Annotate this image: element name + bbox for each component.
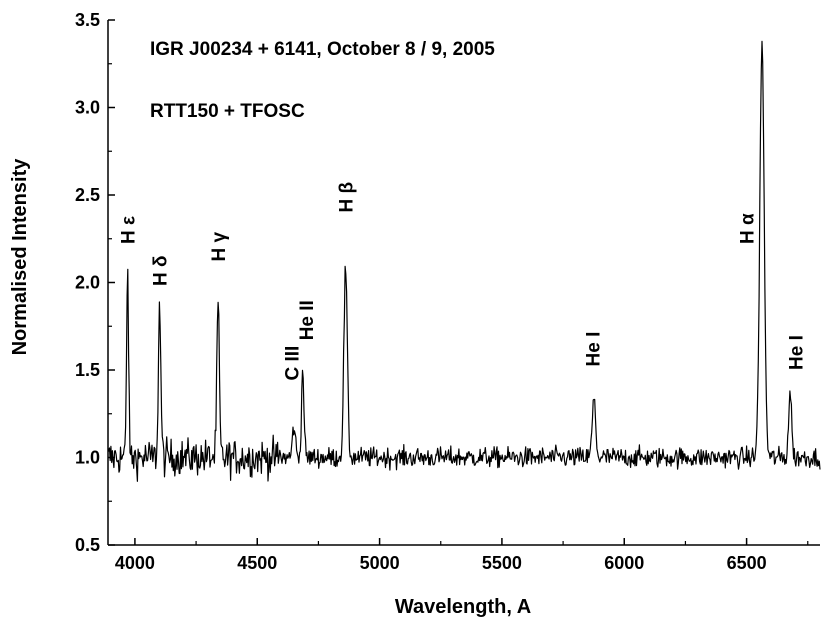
emission-line-label: H γ bbox=[209, 232, 230, 262]
emission-line-label: H ε bbox=[119, 216, 140, 244]
emission-line-label: He I bbox=[584, 332, 605, 367]
y-axis: 0.5 1.0 1.5 2.0 2.5 3.0 3.5 bbox=[75, 10, 115, 555]
emission-line-label: He I bbox=[787, 335, 808, 370]
y-tick-label: 1.0 bbox=[75, 448, 100, 468]
x-tick-label: 5500 bbox=[482, 553, 522, 573]
emission-line-label: H β bbox=[337, 182, 358, 213]
x-axis-title: Wavelength, A bbox=[395, 596, 531, 618]
spectrum-series-line bbox=[107, 40, 821, 482]
y-tick-label: 3.0 bbox=[75, 98, 100, 118]
emission-line-labels: H ε H δ H γ C III He II H β He I H α He I bbox=[119, 182, 808, 381]
x-tick-label: 4500 bbox=[237, 553, 277, 573]
emission-line-label: H δ bbox=[151, 255, 172, 286]
chart-title: IGR J00234 + 6141, October 8 / 9, 2005 bbox=[150, 39, 495, 60]
y-axis-title: Normalised Intensity bbox=[9, 158, 31, 356]
x-tick-label: 5000 bbox=[360, 553, 400, 573]
x-tick-label: 6500 bbox=[727, 553, 767, 573]
chart-subtitle: RTT150 + TFOSC bbox=[150, 101, 305, 122]
x-axis: 4000 4500 5000 5500 6000 6500 bbox=[115, 538, 809, 573]
emission-line-label: He II bbox=[297, 300, 318, 340]
plot-frame bbox=[107, 20, 820, 546]
x-tick-label: 4000 bbox=[115, 553, 155, 573]
emission-line-label: H α bbox=[738, 213, 759, 244]
y-tick-label: 3.5 bbox=[75, 10, 100, 30]
emission-line-label: C III bbox=[283, 346, 304, 381]
y-tick-label: 1.5 bbox=[75, 360, 100, 380]
y-tick-label: 2.5 bbox=[75, 185, 100, 205]
y-tick-label: 0.5 bbox=[75, 535, 100, 555]
y-tick-label: 2.0 bbox=[75, 273, 100, 293]
x-tick-label: 6000 bbox=[604, 553, 644, 573]
